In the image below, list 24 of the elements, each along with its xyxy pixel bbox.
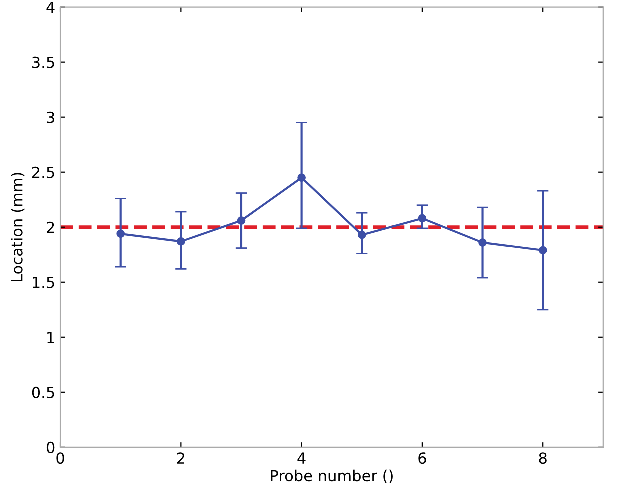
point bbox=[538, 246, 548, 255]
x-tick-label: 4 bbox=[298, 452, 306, 464]
point bbox=[116, 230, 126, 238]
y-tick-label: 4 bbox=[46, 2, 55, 14]
point bbox=[478, 238, 487, 247]
point bbox=[418, 214, 427, 223]
x-tick-label: 8 bbox=[539, 452, 547, 464]
y-tick-label: 0 bbox=[46, 442, 55, 454]
y-tick-label: 2 bbox=[47, 222, 54, 234]
point bbox=[237, 216, 246, 225]
point bbox=[177, 238, 186, 246]
point bbox=[358, 230, 366, 240]
y-tick-label: 3.5 bbox=[32, 56, 54, 68]
y-tick-label: 2.5 bbox=[32, 166, 54, 178]
x-tick-label: 6 bbox=[418, 452, 426, 464]
x-tick-label: 0 bbox=[56, 452, 64, 464]
y-tick-label: 3 bbox=[47, 112, 54, 124]
point bbox=[298, 174, 306, 182]
y-tick-label: 0.5 bbox=[32, 386, 54, 398]
y-tick-label: 1.5 bbox=[33, 277, 54, 288]
y-tick-label: 1 bbox=[48, 332, 54, 344]
x-axis-title: Probe number () bbox=[271, 470, 393, 484]
x-tick-label: 2 bbox=[177, 452, 184, 464]
y-axis-title: Location (mm) bbox=[11, 173, 25, 282]
